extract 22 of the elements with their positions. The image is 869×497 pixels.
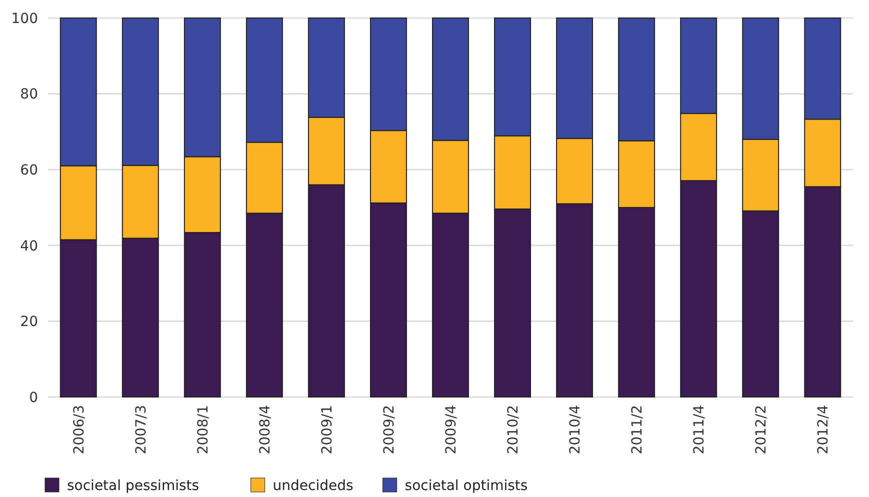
x-tick-label: 2009/2	[381, 405, 398, 454]
x-tick-label: 2009/4	[443, 404, 460, 454]
x-tick-label: 2012/4	[816, 404, 832, 454]
x-tick-label: 2008/4	[257, 404, 274, 454]
y-tick-label: 60	[20, 162, 38, 178]
x-tick-label: 2012/2	[753, 405, 770, 454]
x-tick-label: 2006/3	[71, 405, 88, 454]
x-tick-label: 2010/2	[505, 405, 522, 454]
x-tick-label: 2011/4	[691, 404, 708, 454]
legend-label: societal pessimists	[67, 478, 200, 494]
y-tick-label: 80	[20, 86, 38, 103]
x-tick-label: 2011/2	[629, 405, 646, 454]
y-tick-label: 0	[29, 390, 38, 406]
y-tick-label: 20	[20, 314, 38, 330]
y-tick-label: 100	[11, 10, 38, 27]
y-tick-label: 40	[20, 238, 38, 254]
x-tick-label: 2009/1	[319, 405, 336, 454]
x-tick-label: 2007/3	[133, 405, 150, 454]
x-tick-label: 2010/4	[567, 404, 584, 454]
x-tick-label: 2008/1	[195, 405, 212, 454]
legend-label: undecideds	[272, 478, 354, 494]
legend-label: societal optimists	[404, 478, 528, 494]
